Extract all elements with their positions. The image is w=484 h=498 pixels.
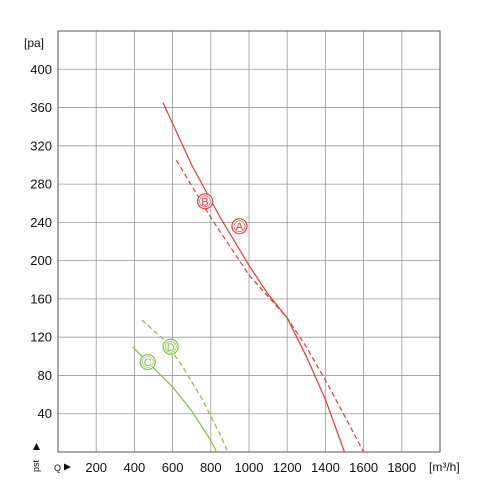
series-name-label: A bbox=[236, 221, 244, 233]
x-tick-label: 1000 bbox=[235, 460, 264, 475]
grid bbox=[58, 31, 440, 452]
x-tick-label: 600 bbox=[162, 460, 184, 475]
series-name-label: B bbox=[201, 196, 208, 208]
y-tick-label: 400 bbox=[30, 62, 52, 77]
x-axis-unit: [m³/h] bbox=[429, 460, 460, 474]
x-axis-arrow-icon bbox=[64, 463, 71, 471]
x-tick-label: 200 bbox=[85, 460, 107, 475]
x-tick-label: 1800 bbox=[387, 460, 416, 475]
marker-inner-ring bbox=[164, 340, 177, 353]
y-axis-symbol: pst bbox=[31, 443, 41, 472]
marker-inner-ring bbox=[141, 356, 154, 368]
plot-frame bbox=[57, 30, 441, 453]
y-axis-symbol-label: pst bbox=[31, 459, 41, 472]
x-tick-label: 1600 bbox=[349, 460, 378, 475]
y-tick-labels: 40 80 120 160 200 240 280 320 360 400 bbox=[30, 62, 52, 421]
marker-inner-ring bbox=[199, 195, 211, 208]
series-marker-d: D bbox=[162, 338, 179, 355]
series-line-a bbox=[162, 102, 346, 453]
series-name-label: D bbox=[167, 342, 175, 354]
y-axis-arrow-icon bbox=[33, 443, 40, 450]
y-tick-label: 80 bbox=[38, 368, 52, 383]
marker-inner-ring bbox=[233, 220, 246, 232]
y-tick-label: 120 bbox=[30, 330, 52, 345]
y-tick-label: 240 bbox=[30, 215, 52, 230]
y-tick-label: 280 bbox=[30, 177, 52, 192]
x-tick-label: 400 bbox=[124, 460, 146, 475]
series-marker-a: A bbox=[231, 218, 248, 235]
x-tick-labels: 200 400 600 800 1000 1200 1400 1600 1800 bbox=[85, 460, 416, 475]
y-tick-label: 160 bbox=[30, 291, 52, 306]
y-axis-unit: [pa] bbox=[24, 36, 44, 50]
x-tick-label: 1200 bbox=[273, 460, 302, 475]
series-marker-b: B bbox=[196, 193, 214, 210]
series-line-d bbox=[141, 319, 229, 453]
y-tick-label: 320 bbox=[30, 138, 52, 153]
x-tick-label: 800 bbox=[200, 460, 222, 475]
series-markers: A B C D bbox=[139, 193, 248, 371]
series-marker-c: C bbox=[139, 353, 156, 371]
series-line-b bbox=[175, 159, 365, 453]
y-tick-label: 360 bbox=[30, 100, 52, 115]
x-tick-label: 1400 bbox=[311, 460, 340, 475]
y-tick-label: 40 bbox=[38, 406, 52, 421]
series-name-label: C bbox=[144, 357, 152, 369]
series-layer bbox=[132, 102, 365, 453]
x-axis-symbol-label: Q bbox=[54, 463, 61, 473]
y-tick-label: 200 bbox=[30, 253, 52, 268]
x-axis-symbol: Q bbox=[54, 463, 71, 473]
